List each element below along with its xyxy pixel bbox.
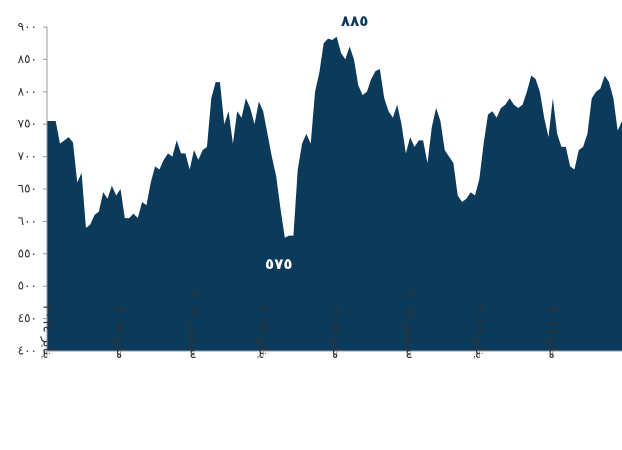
y-tick-label: ٦٥٠ [18,182,37,196]
y-tick-label: ٦٠٠ [18,214,37,228]
x-tick-label: يناير ٢٠١٤ [40,305,55,360]
annotation: ٨٨٥ [341,12,368,30]
y-tick-label: ٤٠٠ [18,344,37,358]
annotation: ٥٧٥ [265,255,292,273]
x-tick-label: سبتمبر ٢٠١٥ [403,290,418,359]
y-tick-label: ٥٠٠ [18,279,37,293]
y-tick-label: ٩٠٠ [18,20,37,34]
x-tick-label: مايو ٢٠١٦ [545,306,560,359]
y-tick-label: ٨٥٠ [18,52,37,66]
x-tick-label: مايو ٢٠١٤ [113,306,128,359]
area [47,36,622,351]
y-tick-label: ٤٥٠ [18,311,37,325]
x-tick-label: مايو ٢٠١٥ [329,306,344,359]
y-tick-label: ٧٥٠ [18,117,37,131]
y-tick-label: ٧٠٠ [18,149,37,163]
y-tick-label: ٨٠٠ [18,84,37,98]
x-tick-label: يناير ٢٠١٥ [256,305,271,360]
x-tick-label: يناير ٢٠١٦ [472,305,487,360]
x-tick-label: سبتمبر ٢٠١٤ [186,290,201,359]
y-tick-label: ٥٥٠ [18,246,37,260]
